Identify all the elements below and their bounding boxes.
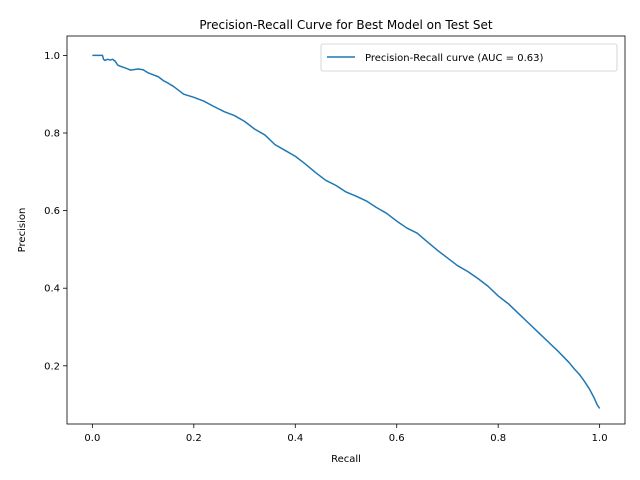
- x-tick-label: 0.4: [287, 433, 303, 444]
- x-axis-label: Recall: [331, 454, 361, 465]
- legend-entry-label: Precision-Recall curve (AUC = 0.63): [365, 53, 543, 64]
- x-tick-label: 1.0: [592, 433, 608, 444]
- x-tick-label: 0.2: [186, 433, 202, 444]
- legend: Precision-Recall curve (AUC = 0.63): [320, 43, 618, 72]
- x-tick-label: 0.0: [84, 433, 100, 444]
- plot-frame: [66, 35, 626, 425]
- x-tick-label: 0.8: [490, 433, 506, 444]
- pr-curve-line: [92, 54, 601, 409]
- y-tick-label: 0.8: [44, 129, 60, 140]
- y-axis: 0.2 0.4 0.6 0.8 1.0: [44, 51, 67, 372]
- y-tick-label: 0.4: [44, 284, 60, 295]
- legend-box: [320, 43, 618, 72]
- y-axis-label: Precision: [17, 208, 28, 253]
- x-axis: 0.0 0.2 0.4 0.6 0.8 1.0: [84, 424, 608, 444]
- y-tick-label: 1.0: [44, 51, 60, 62]
- chart-title: Precision-Recall Curve for Best Model on…: [199, 18, 492, 32]
- y-tick-label: 0.2: [44, 361, 60, 372]
- y-tick-label: 0.6: [44, 206, 60, 217]
- x-tick-label: 0.6: [389, 433, 405, 444]
- series-layer: [92, 54, 601, 409]
